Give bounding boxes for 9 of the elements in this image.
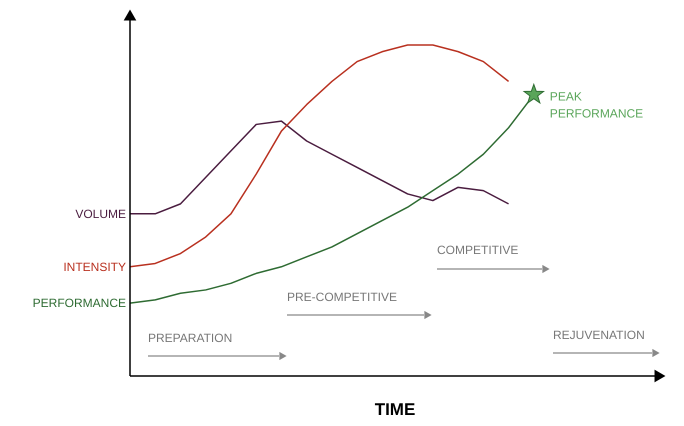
x-axis-title: TIME xyxy=(374,400,416,419)
series-label: INTENSITY xyxy=(63,260,126,274)
annotation: PRE-COMPETITIVE xyxy=(287,290,398,304)
series-label: PERFORMANCE xyxy=(32,296,126,310)
annotation: PEAK PERFORMANCE xyxy=(550,90,644,121)
annotation: PREPARATION xyxy=(148,331,232,345)
series-label: VOLUME xyxy=(75,206,126,221)
annotation: REJUVENATION xyxy=(553,328,645,342)
annotation: COMPETITIVE xyxy=(437,243,518,257)
